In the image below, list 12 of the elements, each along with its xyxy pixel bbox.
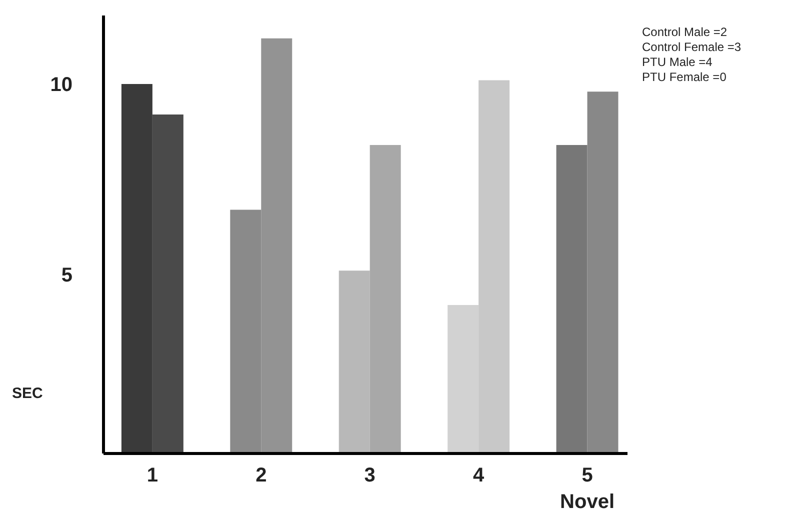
y-axis-title: SEC: [12, 384, 43, 404]
x-tick-label: 2: [256, 464, 267, 486]
x-tick-label: 3: [364, 464, 376, 486]
text: Control Female =3: [642, 40, 742, 54]
text: PTU Male =4: [642, 55, 712, 69]
x-tick-label: 4: [473, 464, 485, 486]
y-tick-label: 5: [61, 264, 72, 286]
y-tick-label: 10: [50, 74, 73, 96]
text: PTU Female =0: [642, 70, 726, 84]
x-tick-label: 1: [146, 464, 158, 486]
x-tick-label: 5 Novel: [560, 464, 615, 513]
text: Control Male =2: [642, 25, 728, 39]
